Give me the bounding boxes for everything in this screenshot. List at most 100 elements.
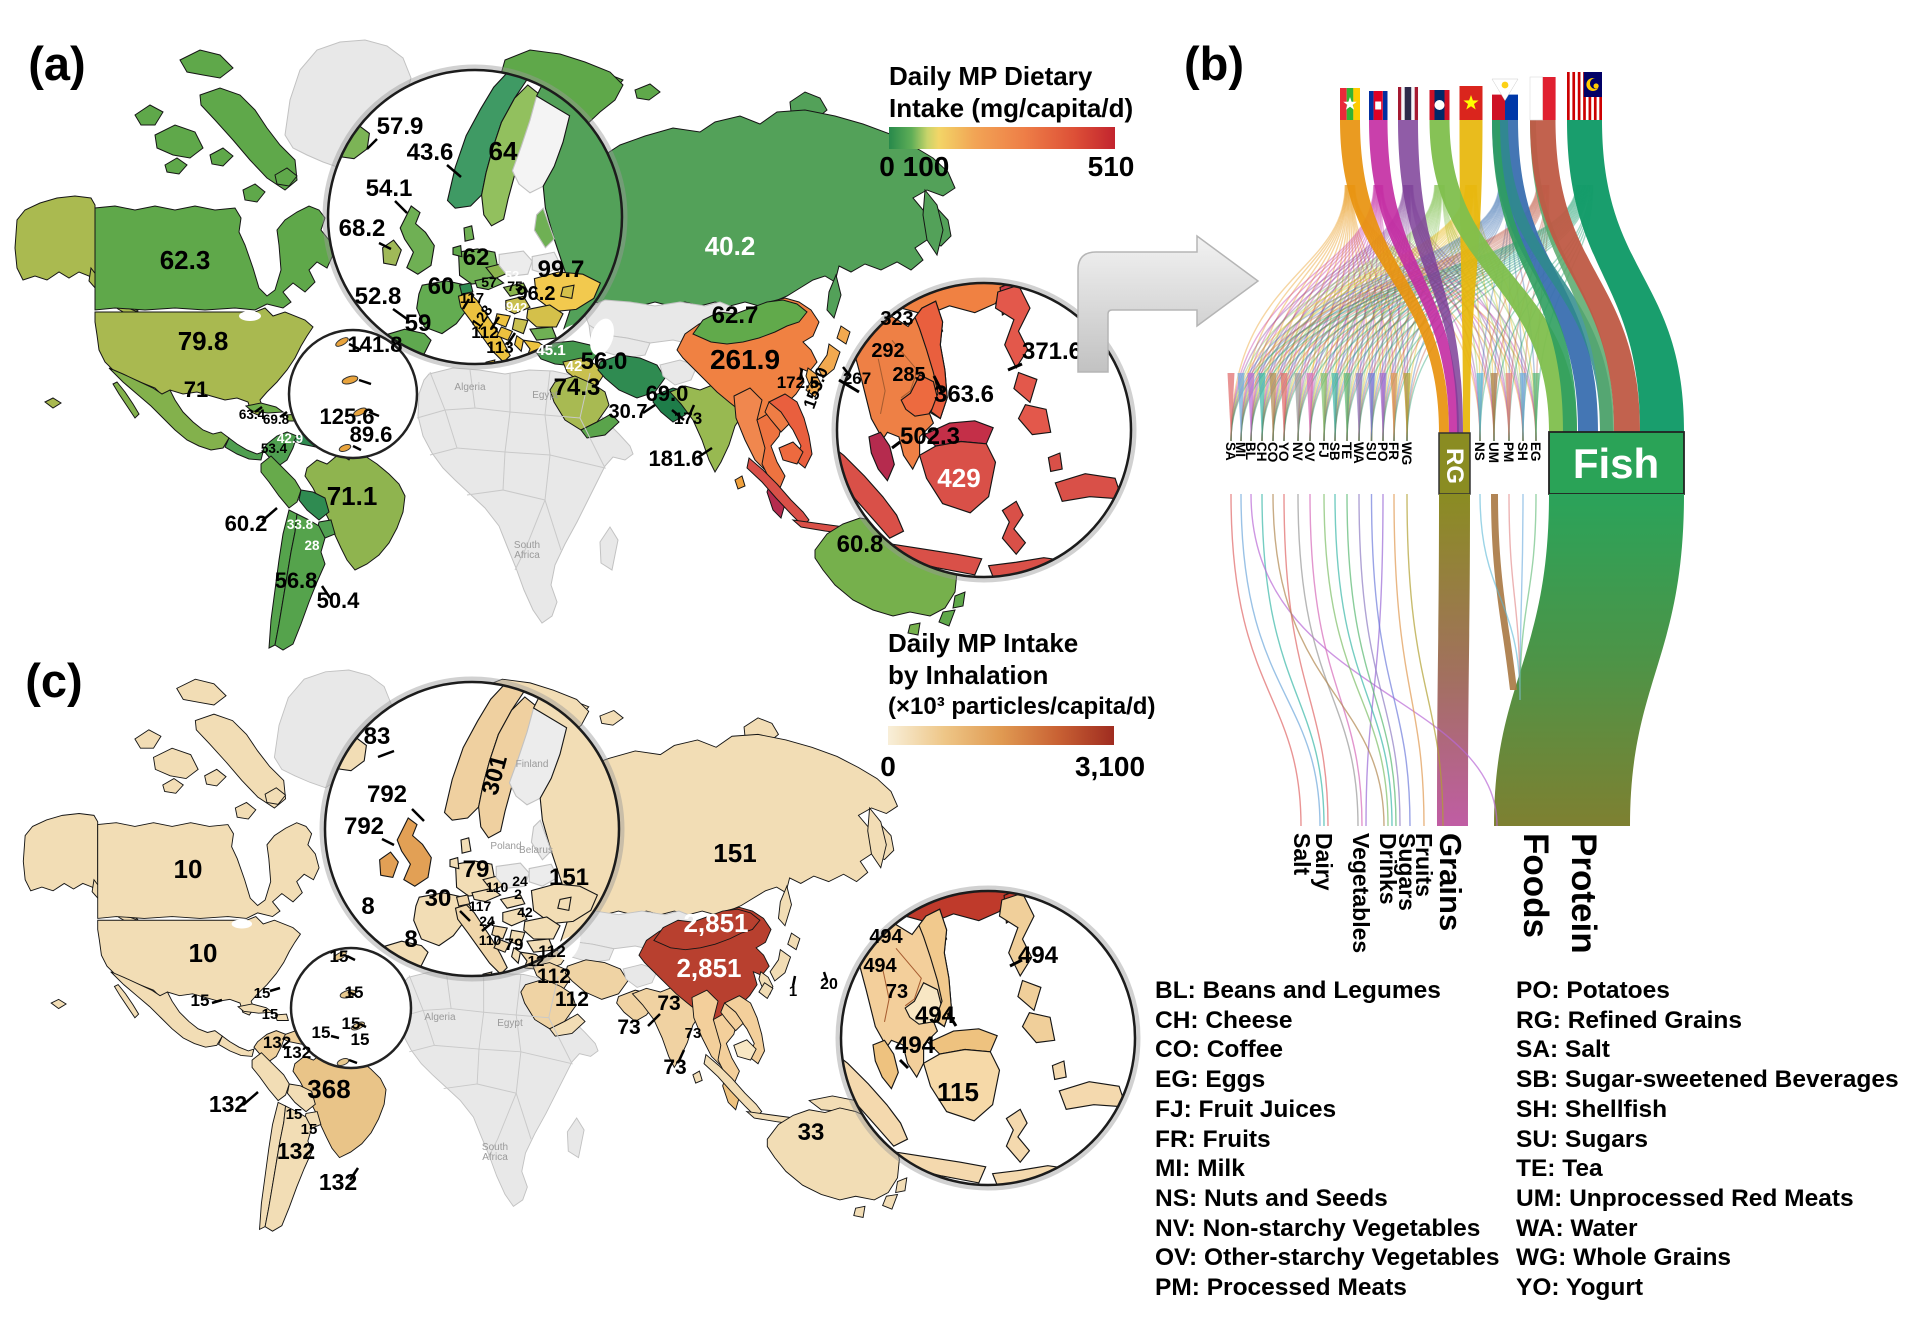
svg-text:12: 12 <box>528 953 545 970</box>
svg-text:57.9: 57.9 <box>377 113 424 140</box>
svg-text:33: 33 <box>798 1119 825 1146</box>
svg-text:Sugars: Sugars <box>1394 833 1420 911</box>
svg-text:60.8: 60.8 <box>837 531 884 558</box>
svg-text:792: 792 <box>344 813 384 840</box>
svg-text:132: 132 <box>283 1043 311 1062</box>
svg-text:24: 24 <box>512 873 528 889</box>
svg-text:60.2: 60.2 <box>225 511 268 536</box>
svg-text:2: 2 <box>514 886 522 902</box>
svg-text:(×10³ particles/capita/d): (×10³ particles/capita/d) <box>888 693 1155 720</box>
svg-text:EG: EG <box>1528 442 1543 462</box>
svg-text:125.6: 125.6 <box>319 404 374 429</box>
svg-text:132: 132 <box>319 1169 357 1195</box>
svg-text:WG: WG <box>1399 442 1414 465</box>
svg-text:151: 151 <box>713 838 756 868</box>
svg-text:63.4: 63.4 <box>239 407 266 422</box>
svg-text:59: 59 <box>405 310 432 337</box>
svg-text:8: 8 <box>404 926 417 953</box>
svg-text:Fruits: Fruits <box>1411 833 1437 897</box>
svg-text:79.8: 79.8 <box>178 326 229 356</box>
svg-text:40.2: 40.2 <box>705 231 756 261</box>
svg-text:Vegetables: Vegetables <box>1348 833 1374 953</box>
svg-text:43.6: 43.6 <box>407 139 454 166</box>
svg-text:261.9: 261.9 <box>710 344 780 375</box>
svg-text:57: 57 <box>481 274 497 290</box>
svg-text:CH: CH <box>1254 442 1269 462</box>
svg-text:BL: BL <box>1243 442 1258 460</box>
svg-text:73: 73 <box>685 1025 702 1042</box>
svg-text:792: 792 <box>367 781 407 808</box>
svg-text:10: 10 <box>174 854 203 884</box>
svg-text:CO: CO <box>1265 442 1280 462</box>
svg-text:71: 71 <box>184 377 208 402</box>
svg-text:20: 20 <box>820 976 838 993</box>
svg-text:368: 368 <box>307 1074 350 1104</box>
svg-text:15: 15 <box>191 991 210 1010</box>
svg-text:73: 73 <box>886 981 908 1003</box>
svg-text:52.8: 52.8 <box>355 283 402 310</box>
svg-text:Poland: Poland <box>490 841 521 852</box>
svg-text:15: 15 <box>345 983 364 1002</box>
svg-text:112: 112 <box>538 942 565 961</box>
svg-text:by Inhalation: by Inhalation <box>888 660 1048 690</box>
svg-text:Belarus: Belarus <box>519 845 553 856</box>
svg-text:SB: SB <box>1327 442 1342 461</box>
svg-text:75: 75 <box>507 278 523 294</box>
svg-text:OV: OV <box>1302 442 1317 462</box>
svg-text:110: 110 <box>479 932 502 948</box>
svg-text:502.3: 502.3 <box>900 423 960 450</box>
svg-text:PM: PM <box>1501 442 1516 462</box>
svg-text:8: 8 <box>361 893 374 920</box>
svg-text:Protein: Protein <box>1564 833 1603 954</box>
svg-text:28: 28 <box>304 538 320 553</box>
svg-text:15: 15 <box>342 1014 361 1033</box>
svg-text:2,851: 2,851 <box>676 953 741 983</box>
svg-text:117: 117 <box>469 898 492 914</box>
svg-text:112: 112 <box>555 988 589 1011</box>
svg-text:494: 494 <box>1018 942 1059 969</box>
svg-text:510: 510 <box>1088 151 1135 182</box>
svg-text:62.3: 62.3 <box>160 245 211 275</box>
svg-text:30.7: 30.7 <box>609 401 648 423</box>
svg-text:South: South <box>514 540 540 551</box>
svg-text:371.6: 371.6 <box>1022 338 1082 365</box>
svg-text:0: 0 <box>880 751 896 782</box>
svg-text:Salt: Salt <box>1289 833 1315 876</box>
svg-text:42: 42 <box>517 904 533 920</box>
svg-text:141.8: 141.8 <box>347 332 402 357</box>
svg-text:Egypt: Egypt <box>532 390 558 401</box>
svg-text:10: 10 <box>189 938 218 968</box>
svg-text:115: 115 <box>937 1077 979 1107</box>
svg-text:71.1: 71.1 <box>327 481 378 511</box>
svg-text:60: 60 <box>428 273 455 300</box>
svg-text:Finland: Finland <box>516 759 549 770</box>
svg-text:Africa: Africa <box>514 550 540 561</box>
svg-text:1: 1 <box>789 983 797 1000</box>
svg-text:FR: FR <box>1386 442 1401 460</box>
svg-text:15: 15 <box>262 1006 279 1023</box>
svg-text:292: 292 <box>871 340 904 362</box>
svg-text:64: 64 <box>489 136 518 166</box>
svg-text:73: 73 <box>663 1056 686 1079</box>
svg-text:494: 494 <box>895 1032 936 1059</box>
svg-text:100: 100 <box>903 151 950 182</box>
svg-text:0: 0 <box>879 151 895 182</box>
svg-text:56.0: 56.0 <box>581 348 628 375</box>
svg-text:173: 173 <box>674 409 702 428</box>
svg-text:Intake (mg/capita/d): Intake (mg/capita/d) <box>889 93 1133 123</box>
svg-text:2,851: 2,851 <box>683 908 748 938</box>
svg-text:132: 132 <box>209 1091 247 1117</box>
svg-text:68.2: 68.2 <box>339 215 386 242</box>
svg-text:Drinks: Drinks <box>1375 833 1401 905</box>
svg-text:45.1: 45.1 <box>536 342 565 359</box>
svg-text:50.4: 50.4 <box>317 588 361 613</box>
svg-text:323: 323 <box>880 308 913 330</box>
svg-text:South: South <box>482 1142 508 1153</box>
svg-text:15: 15 <box>254 985 271 1002</box>
svg-text:YO: YO <box>1276 442 1291 462</box>
svg-text:SU: SU <box>1364 442 1379 461</box>
svg-text:181.6: 181.6 <box>648 446 703 471</box>
svg-text:Africa: Africa <box>482 1152 508 1163</box>
svg-text:132: 132 <box>277 1138 315 1164</box>
svg-text:54.1: 54.1 <box>366 175 413 202</box>
